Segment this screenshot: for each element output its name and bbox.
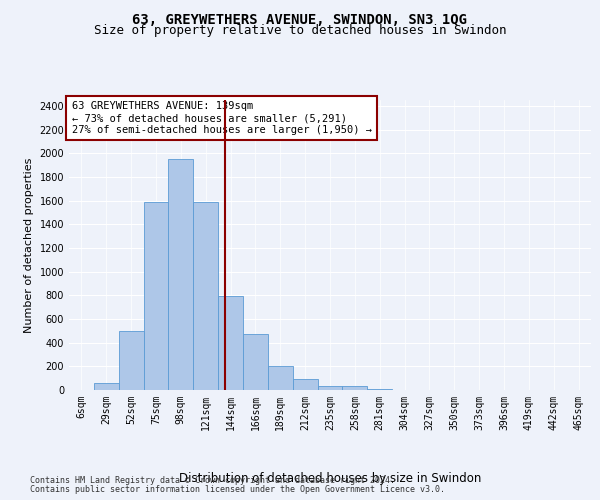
X-axis label: Distribution of detached houses by size in Swindon: Distribution of detached houses by size … [179,472,481,485]
Bar [268,366,293,390]
Bar [293,379,317,390]
Bar [193,202,218,390]
Text: 63 GREYWETHERS AVENUE: 139sqm
← 73% of detached houses are smaller (5,291)
27% o: 63 GREYWETHERS AVENUE: 139sqm ← 73% of d… [71,102,371,134]
Bar [169,159,193,390]
Bar [218,296,243,390]
Y-axis label: Number of detached properties: Number of detached properties [24,158,34,332]
Text: 63, GREYWETHERS AVENUE, SWINDON, SN3 1QG: 63, GREYWETHERS AVENUE, SWINDON, SN3 1QG [133,12,467,26]
Bar [143,202,169,390]
Bar [243,334,268,390]
Text: Contains public sector information licensed under the Open Government Licence v3: Contains public sector information licen… [30,485,445,494]
Bar [119,331,143,390]
Bar [317,386,343,390]
Text: Size of property relative to detached houses in Swindon: Size of property relative to detached ho… [94,24,506,37]
Bar [94,383,119,390]
Bar [343,386,367,390]
Text: Contains HM Land Registry data © Crown copyright and database right 2024.: Contains HM Land Registry data © Crown c… [30,476,395,485]
